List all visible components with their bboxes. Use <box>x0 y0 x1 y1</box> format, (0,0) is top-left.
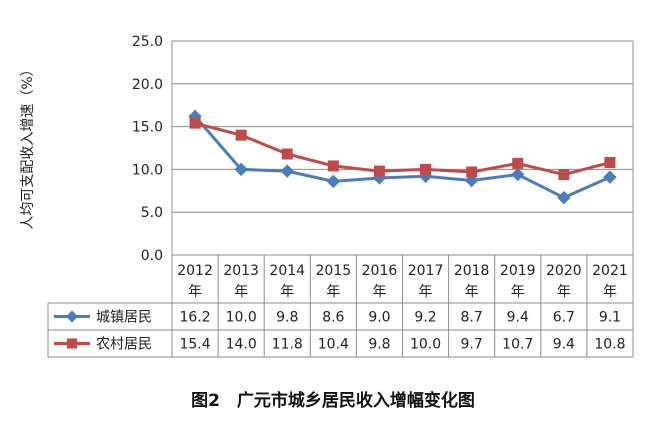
x-tick-label: 2013 <box>223 263 259 279</box>
x-tick-label: 2012 <box>177 263 213 279</box>
y-tick-label: 0.0 <box>141 248 163 264</box>
y-tick-label: 20.0 <box>132 77 163 93</box>
legend-label-1: 城镇居民 <box>96 310 152 326</box>
data-point-2 <box>512 157 524 169</box>
x-tick-label-suffix: 年 <box>419 284 433 300</box>
table-cell: 9.7 <box>461 337 483 353</box>
x-tick-label-suffix: 年 <box>280 284 294 300</box>
table-cell: 9.4 <box>507 310 529 326</box>
x-tick-label: 2021 <box>592 263 628 279</box>
data-point-1 <box>234 162 248 177</box>
x-tick-label-suffix: 年 <box>465 284 479 300</box>
data-point-2 <box>466 166 478 178</box>
x-tick-label-suffix: 年 <box>372 284 386 300</box>
x-tick-label: 2017 <box>408 263 444 279</box>
table-cell: 16.2 <box>179 310 210 326</box>
x-tick-label-suffix: 年 <box>188 284 202 300</box>
table-cell: 15.4 <box>179 337 210 353</box>
data-point-1 <box>464 173 479 188</box>
series-line-1 <box>193 115 611 200</box>
line-chart: 0.0 5.0 10.0 15.0 20.0 25.0 人均可支配收入增速（%） 2012 年 2… <box>20 34 634 358</box>
legend-marker-2 <box>67 338 77 349</box>
table-cell: 9.1 <box>599 310 621 326</box>
x-tick-label: 2018 <box>454 263 490 279</box>
series-line-2 <box>194 121 611 177</box>
data-point-1 <box>511 167 525 182</box>
data-point-2 <box>604 157 616 169</box>
table-cell: 10.0 <box>410 337 441 353</box>
data-point-2 <box>558 169 570 181</box>
data-point-1 <box>557 190 571 205</box>
x-tick-label-suffix: 年 <box>511 284 525 300</box>
x-tick-label: 2020 <box>546 263 582 279</box>
table-cell: 10.7 <box>502 337 533 353</box>
table-cell: 14.0 <box>226 337 257 353</box>
y-axis-title: 人均可支配收入增速（%） <box>20 62 36 229</box>
data-point-1 <box>603 170 617 184</box>
y-tick-label: 5.0 <box>141 205 163 221</box>
data-point-2 <box>235 129 247 141</box>
figure-caption: 图2 广元市城乡居民收入增幅变化图 <box>191 391 475 411</box>
data-point-2 <box>189 117 201 129</box>
y-tick-label: 15.0 <box>132 120 163 136</box>
table-cell: 9.2 <box>414 310 436 326</box>
data-point-2 <box>281 148 293 160</box>
x-tick-label: 2015 <box>316 263 352 279</box>
table-cell: 11.8 <box>272 337 303 353</box>
table-cell: 8.7 <box>461 310 483 326</box>
legend-marker-1 <box>66 310 78 323</box>
data-point-2 <box>420 163 432 175</box>
legend-label-2: 农村居民 <box>96 337 152 353</box>
x-tick-label: 2016 <box>362 263 398 279</box>
table-cell: 10.4 <box>318 337 349 353</box>
table-cell: 6.7 <box>553 310 575 326</box>
data-point-2 <box>327 160 339 172</box>
data-point-2 <box>373 165 385 177</box>
table-cell: 9.0 <box>368 310 390 326</box>
table-cell: 10.0 <box>226 310 257 326</box>
data-point-1 <box>326 174 341 189</box>
table-cell: 9.8 <box>276 310 298 326</box>
table-cell: 8.6 <box>322 310 344 326</box>
x-tick-label-suffix: 年 <box>557 284 571 300</box>
table-cell: 9.4 <box>553 337 575 353</box>
y-tick-label: 10.0 <box>132 162 163 178</box>
x-tick-label-suffix: 年 <box>326 284 340 300</box>
x-tick-label: 2019 <box>500 263 536 279</box>
y-tick-label: 25.0 <box>132 34 163 50</box>
x-tick-label: 2014 <box>269 263 305 279</box>
table-cell: 10.8 <box>594 337 625 353</box>
data-point-1 <box>280 164 294 178</box>
table-cell: 9.8 <box>368 337 390 353</box>
x-tick-label-suffix: 年 <box>603 284 617 300</box>
x-tick-label-suffix: 年 <box>234 284 248 300</box>
